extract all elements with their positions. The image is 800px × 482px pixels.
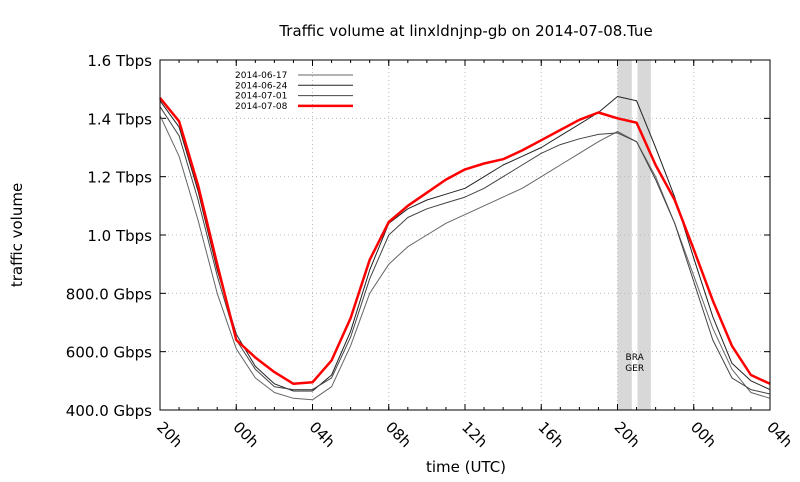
- x-tick-label: 12h: [458, 418, 491, 451]
- x-axis-label: time (UTC): [426, 458, 506, 476]
- y-axis-label: traffic volume: [8, 183, 26, 287]
- plot-frame: [159, 59, 771, 411]
- series-line-2014-07-08: [159, 97, 771, 386]
- x-tick-label: 00h: [229, 418, 262, 451]
- y-tick-label: 400.0 Gbps: [66, 402, 152, 420]
- legend-label: 2014-06-24: [235, 81, 288, 91]
- x-tick-label: 16h: [534, 418, 567, 451]
- x-tick-label: 08h: [382, 418, 415, 451]
- legend-label: 2014-07-01: [235, 92, 287, 102]
- y-tick-label: 1.0 Tbps: [87, 227, 152, 245]
- x-tick-label: 04h: [306, 418, 339, 451]
- x-tick-label: 00h: [687, 418, 720, 451]
- x-tick-label: 04h: [763, 418, 796, 451]
- y-tick-label: 1.6 Tbps: [87, 52, 152, 70]
- y-tick-label: 800.0 Gbps: [66, 285, 152, 303]
- series-line-2014-06-24: [159, 96, 771, 392]
- y-tick-label: 1.2 Tbps: [87, 169, 152, 187]
- band-annotation: BRA: [626, 353, 645, 363]
- x-tick-label: 20h: [153, 418, 186, 451]
- y-tick-label: 1.4 Tbps: [87, 110, 152, 128]
- chart-title: Traffic volume at linxldnjnp-gb on 2014-…: [278, 22, 652, 40]
- x-tick-label: 20h: [611, 418, 644, 451]
- series-line-2014-06-17: [159, 115, 771, 401]
- legend-label: 2014-07-08: [235, 102, 288, 112]
- series-line-2014-07-01: [159, 106, 771, 395]
- legend-label: 2014-06-17: [235, 71, 287, 81]
- band-annotation: GER: [625, 364, 644, 374]
- y-tick-label: 600.0 Gbps: [66, 344, 152, 362]
